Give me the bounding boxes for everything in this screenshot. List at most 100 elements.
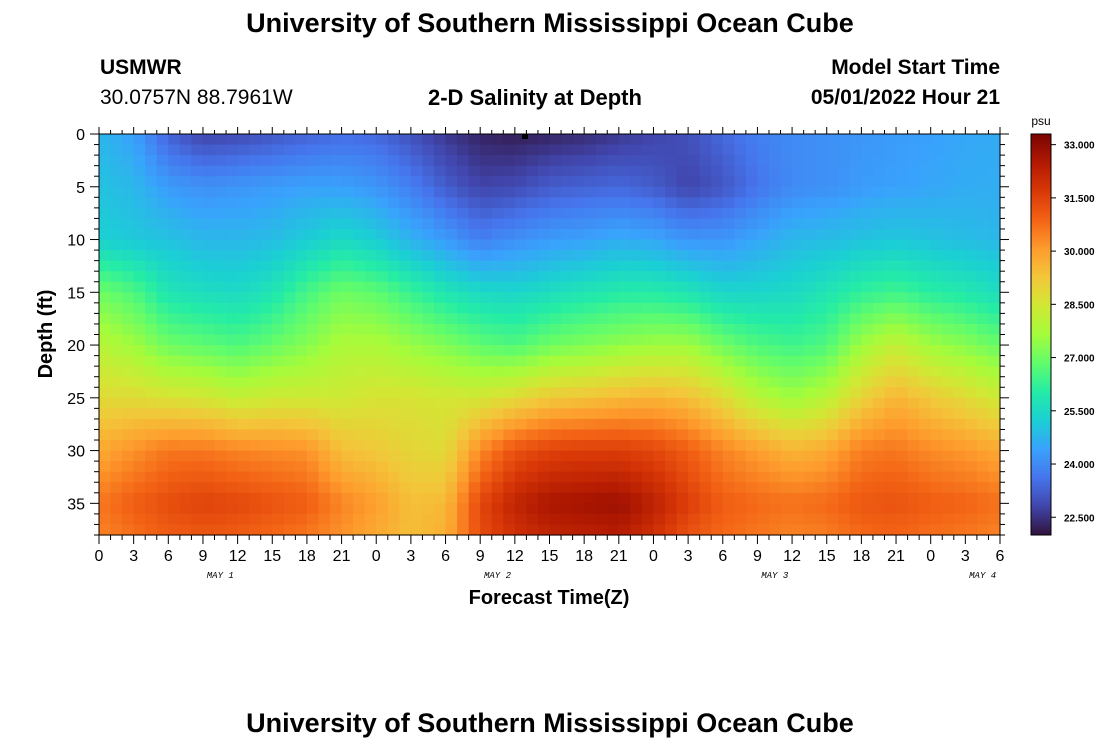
heatmap-cell	[202, 302, 216, 314]
heatmap-cell	[260, 408, 273, 420]
heatmap-cell	[272, 440, 285, 452]
heatmap-cell	[699, 397, 712, 409]
heatmap-cell	[272, 134, 285, 146]
heatmap-cell	[930, 450, 943, 462]
heatmap-cell	[410, 366, 424, 378]
heatmap-cell	[226, 165, 239, 177]
heatmap-cell	[549, 408, 562, 420]
heatmap-cell	[907, 408, 920, 420]
heatmap-cell	[826, 492, 839, 504]
heatmap-cell	[549, 492, 562, 504]
heatmap-cell	[792, 355, 805, 367]
heatmap-cell	[584, 492, 597, 504]
heatmap-cell	[468, 482, 481, 494]
heatmap-cell	[665, 376, 678, 388]
heatmap-cell	[341, 471, 354, 483]
heatmap-cell	[584, 176, 597, 188]
heatmap-cell	[584, 482, 597, 494]
heatmap-cell	[226, 292, 239, 304]
heatmap-cell	[272, 429, 285, 441]
heatmap-cell	[457, 408, 470, 420]
heatmap-cell	[306, 218, 320, 230]
heatmap-cell	[699, 239, 712, 251]
heatmap-cell	[838, 218, 851, 230]
heatmap-cell	[838, 366, 851, 378]
heatmap-cell	[930, 418, 943, 431]
heatmap-cells	[99, 134, 1001, 536]
heatmap-cell	[480, 524, 493, 536]
heatmap-cell	[272, 524, 285, 536]
heatmap-cell	[410, 134, 424, 146]
heatmap-cell	[919, 271, 932, 283]
heatmap-cell	[179, 418, 193, 431]
heatmap-cell	[861, 397, 874, 409]
heatmap-cell	[907, 239, 920, 251]
heatmap-cell	[122, 450, 135, 462]
heatmap-cell	[688, 366, 701, 378]
heatmap-cell	[179, 334, 193, 346]
heatmap-cell	[514, 165, 527, 177]
heatmap-cell	[826, 355, 839, 367]
heatmap-cell	[226, 186, 239, 198]
heatmap-cell	[976, 186, 990, 198]
heatmap-cell	[179, 176, 193, 188]
heatmap-cell	[526, 376, 539, 388]
heatmap-cell	[179, 397, 193, 409]
heatmap-cell	[249, 239, 262, 251]
heatmap-cell	[445, 461, 458, 473]
heatmap-cell	[468, 492, 481, 504]
heatmap-cell	[988, 281, 1001, 293]
heatmap-cell	[295, 144, 308, 156]
heatmap-cell	[907, 218, 920, 230]
heatmap-cell	[861, 334, 874, 346]
heatmap-cell	[410, 218, 424, 230]
heatmap-cell	[792, 260, 805, 272]
heatmap-cell	[768, 207, 782, 220]
heatmap-cell	[711, 186, 724, 198]
heatmap-cell	[341, 218, 354, 230]
heatmap-cell	[122, 397, 135, 409]
heatmap-cell	[468, 408, 481, 420]
heatmap-cell	[976, 165, 990, 177]
heatmap-cell	[607, 524, 620, 536]
heatmap-cell	[191, 155, 204, 167]
heatmap-cell	[930, 165, 943, 177]
heatmap-cell	[306, 492, 320, 504]
heatmap-cell	[976, 281, 990, 293]
heatmap-cell	[884, 207, 897, 220]
heatmap-cell	[330, 228, 343, 241]
heatmap-cell	[653, 334, 666, 346]
heatmap-cell	[711, 281, 724, 293]
heatmap-cell	[168, 355, 181, 367]
heatmap-cell	[526, 281, 539, 293]
heatmap-cell	[110, 186, 123, 198]
heatmap-cell	[653, 323, 666, 336]
heatmap-cell	[722, 292, 735, 304]
heatmap-cell	[260, 155, 273, 167]
heatmap-cell	[745, 218, 759, 230]
heatmap-cell	[896, 165, 909, 177]
heatmap-cell	[884, 524, 897, 536]
colorbar-tick-label: 24.000	[1064, 460, 1095, 471]
heatmap-cell	[364, 144, 377, 156]
heatmap-cell	[584, 323, 597, 336]
heatmap-cell	[953, 228, 966, 241]
heatmap-cell	[780, 345, 793, 357]
heatmap-cell	[965, 323, 978, 336]
heatmap-cell	[491, 366, 504, 378]
heatmap-cell	[237, 471, 250, 483]
heatmap-cell	[480, 228, 493, 241]
heatmap-cell	[780, 134, 793, 146]
heatmap-cell	[768, 355, 782, 367]
heatmap-cell	[745, 482, 759, 494]
heatmap-cell	[306, 408, 320, 420]
heatmap-cell	[676, 218, 689, 230]
heatmap-cell	[306, 503, 320, 515]
heatmap-cell	[953, 513, 966, 526]
heatmap-cell	[861, 418, 874, 431]
heatmap-cell	[364, 260, 377, 272]
heatmap-cell	[549, 260, 562, 272]
heatmap-cell	[653, 355, 666, 367]
heatmap-cell	[953, 292, 966, 304]
heatmap-cell	[815, 176, 828, 188]
